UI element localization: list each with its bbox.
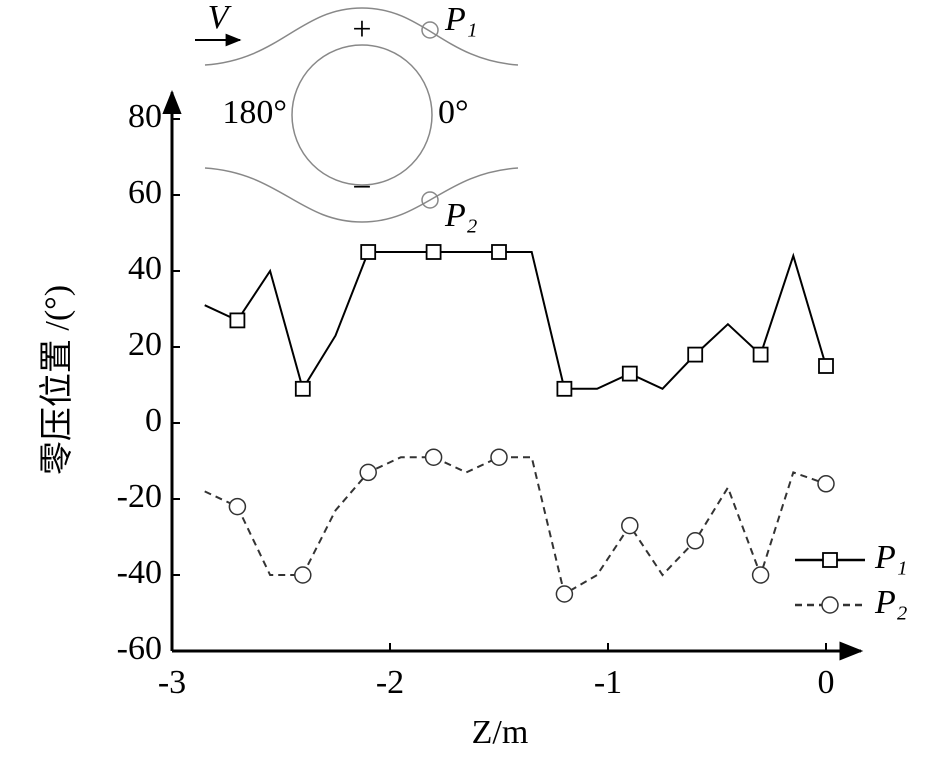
x-tick-label: -2	[376, 664, 404, 701]
data-point	[752, 346, 769, 363]
minus-label: −	[352, 169, 371, 206]
data-point	[555, 585, 574, 603]
x-axis-title: Z/m	[472, 714, 529, 751]
series-line	[204, 456, 827, 596]
data-point	[425, 244, 442, 260]
sensor	[421, 21, 439, 39]
streamline	[204, 167, 519, 223]
y-axis-title: 零压位置 /(°)	[38, 285, 76, 475]
y-tick-label: 0	[145, 402, 162, 439]
data-point	[687, 346, 704, 363]
data-point	[556, 380, 573, 397]
data-point	[294, 380, 311, 397]
data-point	[817, 475, 835, 493]
x-tick-label: -1	[594, 664, 622, 701]
y-tick-label: 80	[128, 98, 162, 135]
data-point	[359, 463, 377, 482]
data-point	[228, 497, 247, 516]
x-tick-label: -3	[158, 664, 186, 701]
legend-label: P₁	[874, 539, 908, 576]
data-point	[621, 365, 638, 382]
y-tick-label: 20	[128, 326, 162, 363]
angle-label: 0°	[438, 94, 469, 131]
y-tick-label: 60	[128, 174, 162, 211]
data-point	[294, 566, 312, 584]
data-point	[686, 532, 704, 550]
data-point	[490, 448, 508, 466]
data-point	[621, 516, 639, 535]
velocity-label: V	[208, 0, 233, 36]
sensor	[421, 191, 439, 209]
cylinder	[291, 44, 433, 186]
y-tick-label: -60	[117, 630, 162, 667]
legend-label: P₂	[874, 584, 908, 621]
angle-label: 180°	[222, 94, 287, 131]
series-line	[204, 251, 827, 392]
data-point	[424, 448, 443, 466]
p1-label: P₁	[444, 1, 478, 38]
legend-marker	[821, 596, 839, 614]
streamline	[204, 7, 519, 66]
inset-diagram	[204, 7, 519, 223]
data-point	[751, 566, 770, 584]
legend-marker	[822, 552, 838, 568]
data-point	[360, 244, 377, 260]
plus-label: +	[352, 11, 371, 48]
y-tick-label: -40	[117, 554, 162, 591]
y-tick-label: 40	[128, 250, 162, 287]
y-tick-label: -20	[117, 478, 162, 515]
p2-label: P₂	[444, 197, 478, 234]
x-tick-label: 0	[818, 664, 835, 701]
data-point	[229, 312, 246, 329]
data-point	[491, 244, 507, 260]
data-point	[818, 358, 834, 374]
